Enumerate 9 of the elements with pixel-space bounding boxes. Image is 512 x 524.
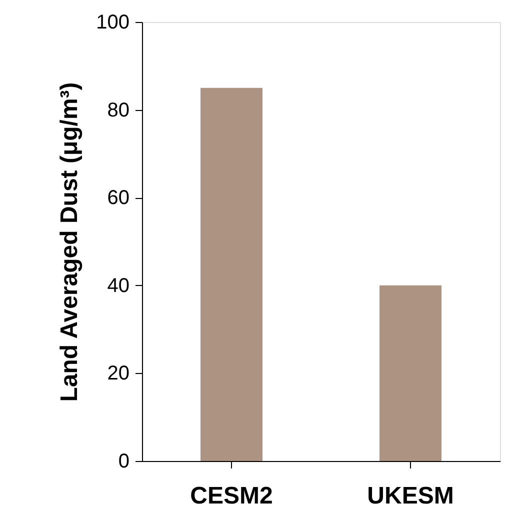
y-axis-title: Land Averaged Dust (μg/m³) [56,82,84,402]
y-tick-label: 80 [107,99,130,122]
x-tick-label: UKESM [367,482,454,510]
x-tick-label: CESM2 [190,482,273,510]
y-tick-label: 100 [96,12,130,34]
y-tick-label: 40 [107,274,130,297]
y-tick-label: 0 [118,450,130,472]
y-tick-label: 60 [107,187,130,210]
y-tick-label: 20 [107,362,130,385]
